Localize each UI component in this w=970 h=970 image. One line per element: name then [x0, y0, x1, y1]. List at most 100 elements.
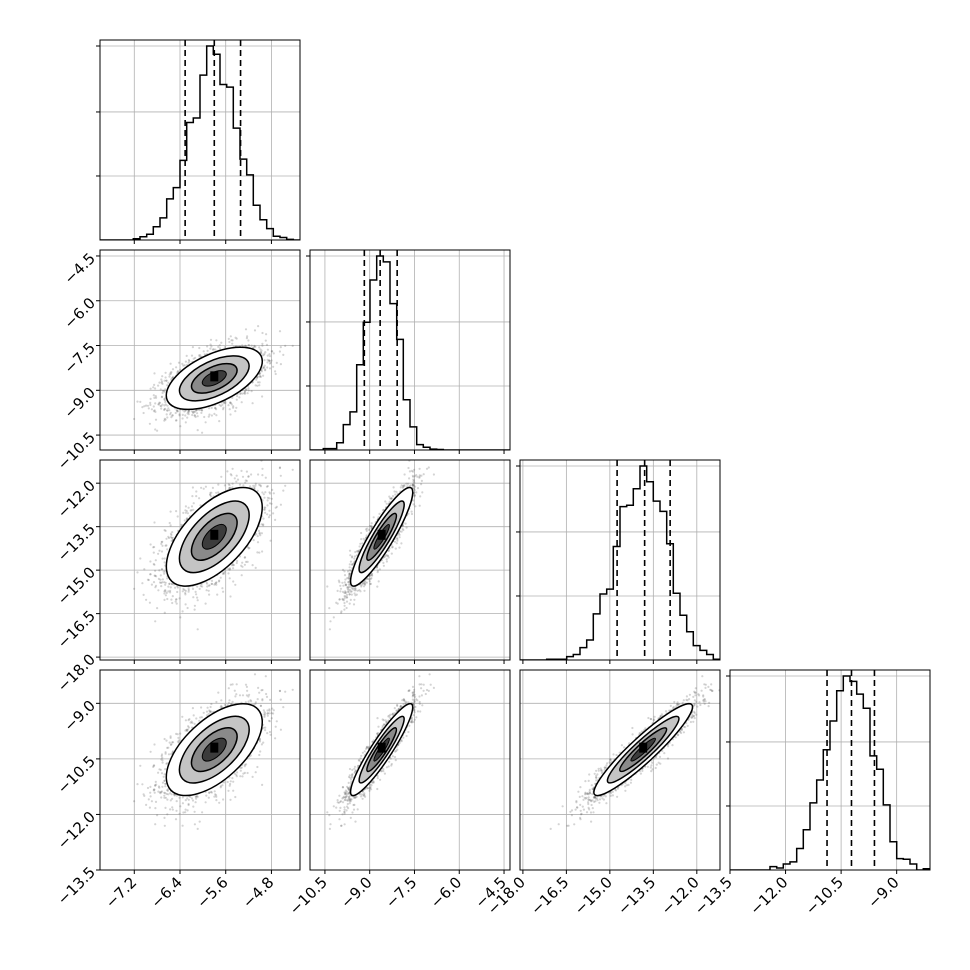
sample-point — [184, 505, 187, 508]
sample-point — [254, 345, 257, 348]
sample-point — [203, 415, 206, 419]
sample-point — [195, 409, 198, 412]
sample-point — [232, 567, 235, 570]
sample-point — [196, 599, 199, 602]
sample-point — [167, 535, 170, 538]
sample-point — [206, 582, 209, 585]
sample-point — [231, 342, 234, 345]
sample-point — [247, 339, 250, 342]
sample-point — [213, 583, 216, 586]
sample-point — [158, 581, 162, 584]
sample-point — [161, 382, 164, 385]
sample-point — [192, 411, 195, 414]
sample-point — [162, 389, 165, 392]
sample-point — [228, 568, 231, 571]
sample-point — [264, 506, 267, 509]
sample-point — [214, 348, 217, 351]
sample-point — [219, 404, 222, 408]
sample-point — [154, 574, 157, 577]
sample-point — [261, 331, 264, 335]
sample-point — [152, 394, 155, 397]
sample-point — [243, 556, 246, 559]
sample-point — [181, 590, 184, 593]
sample-point — [229, 401, 232, 404]
sample-point — [245, 560, 248, 564]
sample-point — [229, 402, 232, 405]
sample-point — [170, 536, 173, 540]
sample-point — [161, 403, 164, 406]
sample-point — [149, 543, 152, 546]
sample-point — [222, 401, 225, 404]
sample-point — [155, 396, 158, 399]
sample-point — [278, 350, 281, 353]
density-peak — [210, 371, 219, 382]
sample-point — [256, 489, 259, 492]
sample-point — [176, 370, 179, 373]
sample-point — [254, 484, 257, 487]
sample-point — [206, 345, 209, 348]
sample-point — [220, 341, 223, 344]
sample-point — [161, 389, 164, 392]
sample-point — [148, 422, 151, 425]
sample-point — [218, 420, 221, 423]
sample-point — [176, 590, 179, 594]
sample-point — [262, 367, 265, 370]
sample-point — [167, 590, 170, 593]
sample-point — [150, 583, 153, 586]
sample-point — [209, 493, 212, 496]
sample-point — [204, 602, 207, 605]
sample-point — [205, 589, 208, 592]
sample-point — [163, 572, 166, 575]
sample-point — [194, 590, 197, 594]
sample-point — [271, 350, 274, 353]
sample-point — [262, 523, 265, 526]
sample-point — [185, 517, 188, 521]
sample-point — [268, 353, 271, 356]
sample-point — [149, 397, 152, 400]
sample-point — [217, 483, 220, 486]
sample-point — [227, 404, 230, 407]
sample-point — [153, 409, 156, 412]
sample-point — [182, 511, 185, 514]
sample-point — [182, 587, 185, 591]
sample-point — [200, 486, 203, 489]
sample-point — [256, 535, 259, 538]
sample-point — [163, 557, 166, 560]
sample-point — [182, 364, 185, 367]
sample-point — [160, 568, 163, 571]
sample-point — [270, 350, 273, 353]
sample-point — [139, 400, 142, 403]
sample-point — [169, 586, 172, 589]
sample-point — [255, 378, 258, 381]
sample-point — [243, 392, 246, 395]
sample-point — [217, 491, 220, 494]
sample-point — [214, 407, 217, 410]
sample-point — [163, 404, 166, 407]
sample-point — [228, 567, 231, 570]
sample-point — [268, 509, 271, 512]
sample-point — [166, 416, 169, 419]
sample-point — [228, 340, 231, 344]
sample-point — [210, 414, 213, 417]
sample-point — [245, 454, 247, 456]
sample-point — [284, 344, 287, 347]
sample-point — [263, 359, 266, 362]
sample-point — [174, 586, 177, 589]
sample-point — [186, 606, 189, 610]
sample-point — [241, 561, 244, 564]
sample-point — [210, 582, 214, 586]
sample-point — [187, 411, 190, 414]
sample-point — [195, 409, 198, 412]
sample-point — [175, 366, 178, 369]
sample-point — [241, 475, 245, 478]
sample-point — [222, 408, 225, 411]
sample-point — [230, 474, 233, 477]
sample-point — [175, 409, 178, 412]
sample-point — [247, 389, 250, 392]
sample-point — [152, 581, 156, 584]
sample-point — [255, 533, 258, 536]
sample-point — [184, 509, 187, 512]
sample-point — [180, 523, 183, 527]
sample-point — [163, 398, 166, 401]
sample-point — [260, 370, 263, 373]
